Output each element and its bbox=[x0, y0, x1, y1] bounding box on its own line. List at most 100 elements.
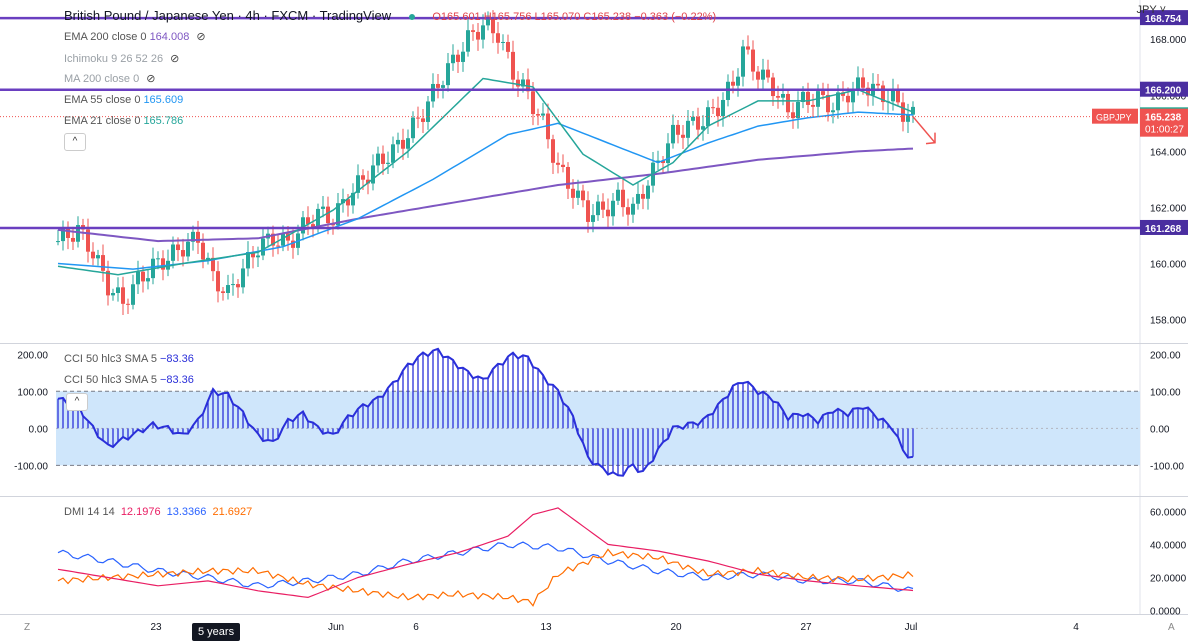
candle-body bbox=[781, 93, 785, 98]
candle-body bbox=[146, 278, 150, 282]
eye-hidden-icon[interactable]: ⊘ bbox=[170, 53, 180, 65]
candle-body bbox=[161, 258, 165, 270]
candle-body bbox=[616, 189, 620, 201]
range-5-years-button[interactable]: 5 years bbox=[192, 623, 241, 641]
eye-hidden-icon[interactable]: ⊘ bbox=[196, 31, 206, 43]
collapse-cci-button[interactable]: ^ bbox=[66, 393, 88, 411]
candle-body bbox=[261, 238, 265, 256]
candle-body bbox=[131, 284, 135, 305]
candle-body bbox=[321, 206, 325, 209]
candle-body bbox=[566, 166, 570, 189]
legend-ema55[interactable]: EMA 55 close 0 165.609 bbox=[64, 94, 184, 106]
candle-body bbox=[906, 114, 910, 122]
candle-body bbox=[851, 88, 855, 103]
collapse-legend-button[interactable]: ^ bbox=[64, 133, 86, 151]
candle-body bbox=[236, 284, 240, 288]
candle-body bbox=[461, 51, 465, 62]
dmi-tick-label: 0.0000 bbox=[1150, 607, 1181, 618]
candle-body bbox=[801, 91, 805, 103]
ma-line-2 bbox=[57, 77, 914, 276]
candle-body bbox=[286, 233, 290, 241]
candle-body bbox=[446, 63, 450, 86]
legend-ema200[interactable]: EMA 200 close 0 164.008 ⊘ bbox=[64, 31, 206, 43]
legend-cci-1[interactable]: CCI 50 hlc3 SMA 5 −83.36 bbox=[64, 353, 194, 365]
candle-body bbox=[306, 217, 310, 225]
symbol-tag: GBPJPY bbox=[1096, 113, 1132, 123]
eye-hidden-icon[interactable]: ⊘ bbox=[146, 73, 156, 85]
candle-body bbox=[506, 41, 510, 52]
cci-tick-label-left: 100.00 bbox=[17, 387, 48, 398]
candle-body bbox=[541, 113, 545, 116]
candle-body bbox=[776, 96, 780, 98]
cci-tick-label: 100.00 bbox=[1150, 387, 1181, 398]
candle-body bbox=[546, 113, 550, 140]
candle-body bbox=[191, 231, 195, 242]
dmi-tick-label: 40.0000 bbox=[1150, 540, 1187, 551]
candle-body bbox=[591, 215, 595, 222]
candle-body bbox=[876, 83, 880, 86]
candle-body bbox=[531, 91, 535, 115]
candle-body bbox=[691, 116, 695, 121]
price-tick-label: 158.000 bbox=[1150, 316, 1187, 327]
countdown-label: 01:00:27 bbox=[1145, 125, 1184, 136]
candle-body bbox=[341, 199, 345, 204]
candle-body bbox=[351, 192, 355, 206]
legend-ma200[interactable]: MA 200 close 0 ⊘ bbox=[64, 73, 156, 85]
candle-body bbox=[741, 46, 745, 77]
candle-body bbox=[551, 139, 555, 163]
candle-body bbox=[311, 224, 315, 228]
candle-body bbox=[631, 203, 635, 215]
candle-body bbox=[576, 190, 580, 198]
level-label-bg bbox=[1140, 10, 1188, 26]
candle-body bbox=[431, 83, 435, 102]
zoom-button-left[interactable]: Z bbox=[24, 622, 31, 633]
candle-body bbox=[481, 25, 485, 40]
candle-body bbox=[676, 124, 680, 135]
time-tick-label: 20 bbox=[670, 622, 682, 633]
candle-body bbox=[156, 258, 160, 260]
legend-dmi[interactable]: DMI 14 14 12.1976 13.3366 21.6927 bbox=[64, 506, 253, 518]
candle-body bbox=[586, 200, 590, 222]
candle-body bbox=[666, 143, 670, 164]
candle-body bbox=[861, 77, 865, 88]
candle-body bbox=[681, 134, 685, 138]
candle-body bbox=[416, 117, 420, 119]
candle-body bbox=[806, 91, 810, 105]
legend-ichimoku[interactable]: Ichimoku 9 26 52 26 ⊘ bbox=[64, 53, 180, 65]
candle-body bbox=[736, 76, 740, 86]
candle-body bbox=[196, 231, 200, 243]
candle-body bbox=[821, 91, 825, 95]
candle-body bbox=[811, 104, 815, 107]
dmi-line-1 bbox=[57, 548, 914, 607]
candle-body bbox=[391, 144, 395, 163]
candle-body bbox=[856, 77, 860, 89]
candle-body bbox=[361, 175, 365, 180]
candle-body bbox=[241, 268, 245, 288]
candle-body bbox=[101, 255, 105, 271]
candle-body bbox=[356, 175, 360, 193]
symbol-title[interactable]: British Pound / Japanese Yen · 4h · FXCM… bbox=[64, 8, 392, 23]
last-price-bg bbox=[1140, 108, 1188, 137]
currency-label[interactable]: JPY ˅ bbox=[1136, 4, 1166, 16]
candle-body bbox=[881, 85, 885, 103]
candle-body bbox=[521, 79, 525, 87]
legend-cci-2[interactable]: CCI 50 hlc3 SMA 5 −83.36 bbox=[64, 374, 194, 386]
candle-body bbox=[66, 228, 70, 238]
candle-body bbox=[791, 112, 795, 119]
time-tick-label: Jun bbox=[328, 622, 344, 633]
cci-tick-label-left: -100.00 bbox=[14, 461, 48, 472]
candle-body bbox=[71, 237, 75, 242]
candle-body bbox=[556, 162, 560, 165]
candle-body bbox=[291, 240, 295, 248]
price-tick-label: 162.000 bbox=[1150, 203, 1187, 214]
candle-body bbox=[111, 293, 115, 296]
candle-body bbox=[716, 107, 720, 117]
legend-ema21[interactable]: EMA 21 close 0 165.786 bbox=[64, 115, 184, 127]
price-tick-label: 164.000 bbox=[1150, 147, 1187, 158]
dmi-tick-label: 60.0000 bbox=[1150, 507, 1187, 518]
last-price-label: 165.238 bbox=[1145, 113, 1182, 124]
candle-body bbox=[76, 225, 80, 242]
dmi-tick-label: 20.0000 bbox=[1150, 574, 1187, 585]
zoom-button-right[interactable]: A bbox=[1168, 622, 1175, 633]
